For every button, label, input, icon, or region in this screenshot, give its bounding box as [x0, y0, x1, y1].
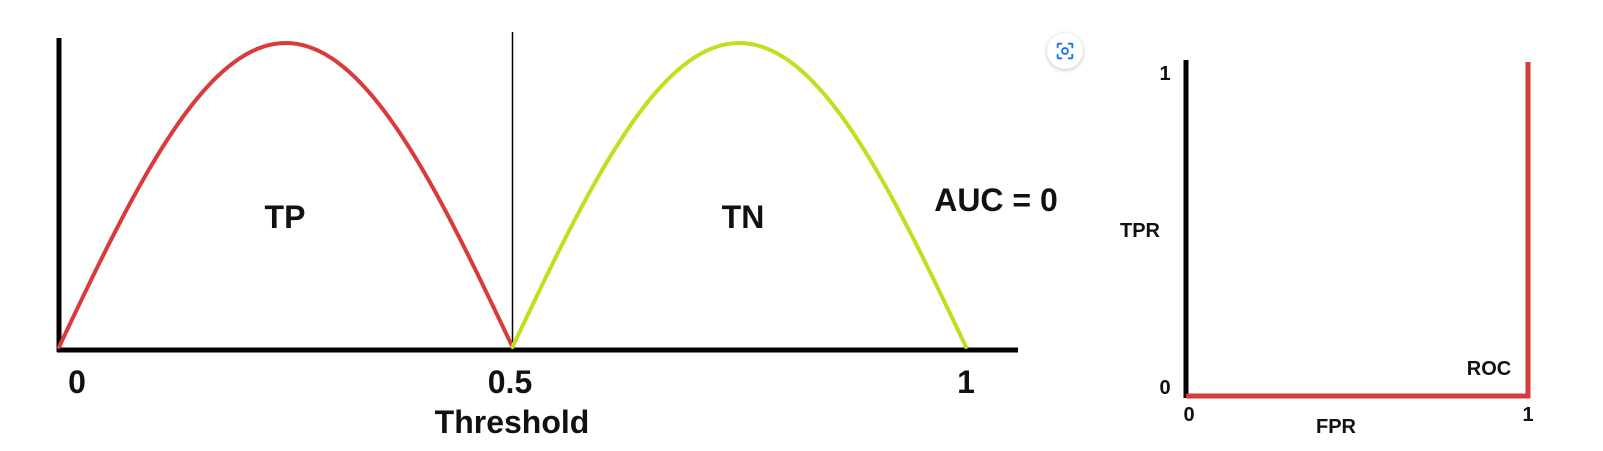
tn-label: TN — [722, 199, 765, 235]
roc-curve — [1186, 62, 1531, 399]
tp-label: TP — [265, 199, 306, 235]
roc-label: ROC — [1467, 358, 1511, 380]
x-tick-label: 0 — [68, 364, 86, 400]
x-tick-label: 1 — [957, 364, 975, 400]
tn-curve — [510, 40, 968, 349]
x-tick-label: 0 — [1183, 404, 1194, 426]
x-tick-label: 0.5 — [488, 364, 532, 400]
auc-annotation: AUC = 0 — [934, 182, 1058, 218]
tp-curve — [57, 40, 515, 349]
distribution-chart: TP TN AUC = 0 0 0.5 1 Threshold — [56, 32, 1058, 440]
y-axis-label: TPR — [1120, 220, 1161, 242]
y-tick-label: 1 — [1159, 63, 1170, 85]
x-axis-label: Threshold — [435, 404, 590, 440]
x-tick-label: 1 — [1522, 404, 1533, 426]
roc-chart: 1 0 TPR 0 1 FPR ROC — [1120, 60, 1534, 438]
visual-search-icon — [1056, 42, 1074, 60]
y-tick-label: 0 — [1159, 377, 1170, 399]
x-axis-label: FPR — [1316, 416, 1357, 438]
visual-search-button[interactable] — [1047, 33, 1083, 69]
